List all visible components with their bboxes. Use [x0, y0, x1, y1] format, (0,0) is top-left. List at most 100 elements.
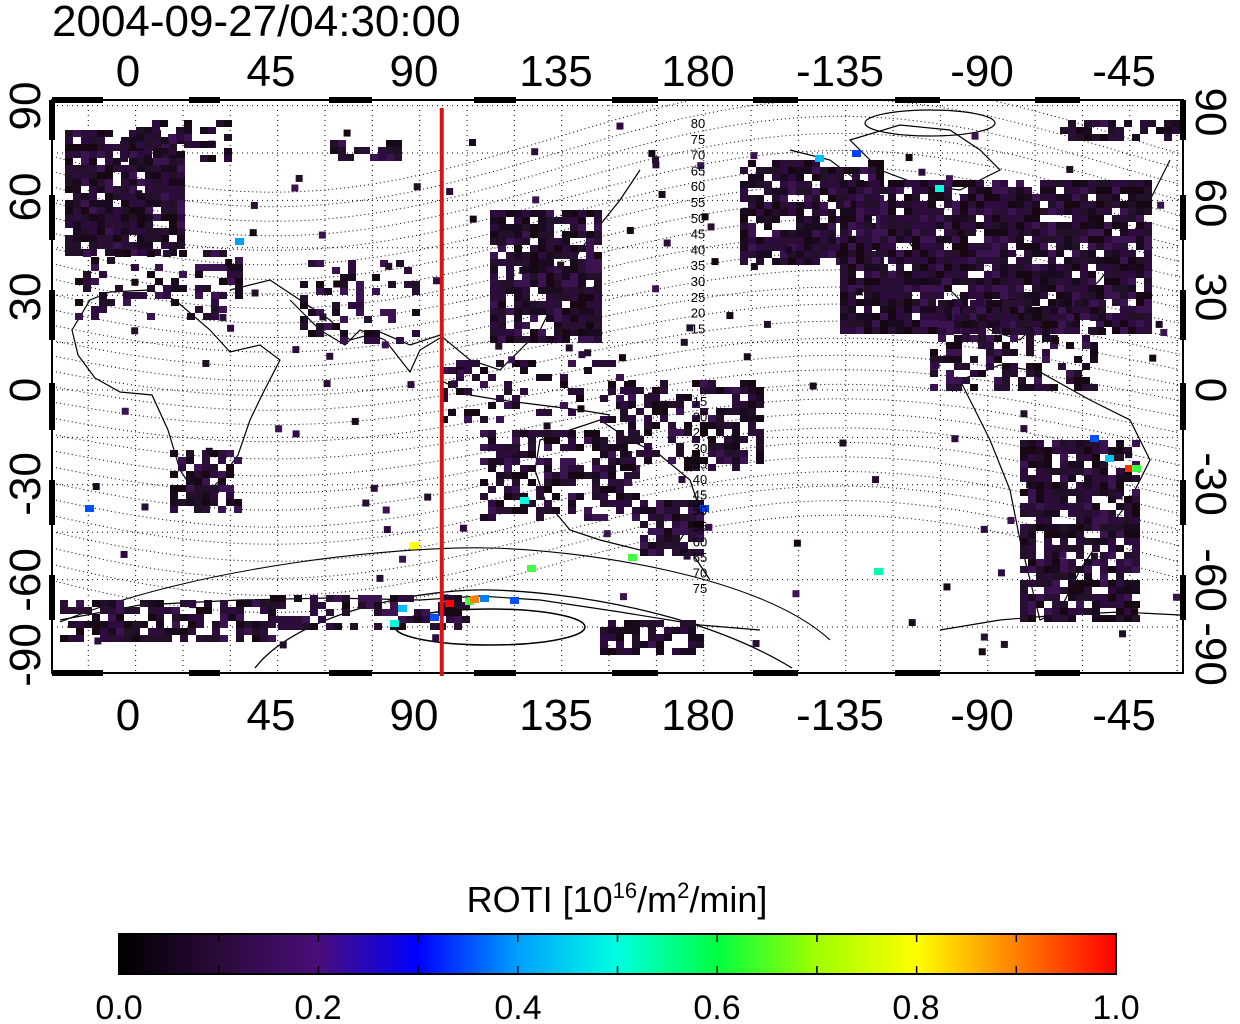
roti-cell [1068, 120, 1076, 127]
roti-cell [89, 207, 97, 214]
roti-cell [912, 278, 920, 285]
roti-cell [994, 349, 1002, 356]
roti-cell [1074, 300, 1082, 307]
roti-cell [912, 264, 920, 271]
roti-cell [904, 299, 912, 306]
top-lon-tick: 0 [116, 47, 140, 96]
roti-cell [488, 374, 496, 381]
roti-cell [785, 246, 793, 254]
roti-cell [227, 264, 235, 271]
roti-cell [970, 384, 978, 391]
roti-cell-high [527, 565, 536, 572]
roti-cell [97, 200, 105, 207]
roti-cell [692, 380, 700, 387]
roti-cell [124, 635, 132, 642]
roti-cell [73, 214, 81, 221]
roti-cell [512, 395, 520, 402]
roti-cell [644, 443, 652, 450]
roti-cell [600, 648, 608, 655]
roti-cell [1000, 640, 1008, 648]
roti-cell [260, 600, 268, 607]
roti-cell [1052, 524, 1060, 531]
roti-cell [522, 273, 530, 280]
roti-cell [1136, 194, 1144, 201]
roti-cell [153, 228, 161, 235]
roti-cell [600, 472, 608, 479]
roti-cell [554, 273, 562, 280]
roti-cell [546, 273, 554, 280]
right-lat-tick: 30 [1186, 273, 1235, 322]
roti-cell [856, 299, 864, 306]
roti-cell [92, 628, 100, 635]
roti-cell [1032, 215, 1040, 222]
roti-cell [1092, 503, 1100, 510]
roti-cell [202, 359, 210, 367]
roti-cell [354, 147, 362, 154]
roti-cell [594, 287, 602, 294]
roti-cell [390, 602, 398, 609]
roti-cell [446, 187, 454, 195]
roti-cell [748, 237, 756, 244]
roti-cell [554, 329, 562, 336]
roti-cell [1090, 552, 1098, 560]
roti-cell [772, 174, 780, 181]
roti-cell [1072, 292, 1080, 299]
roti-cell [1052, 601, 1060, 608]
roti-cell [164, 628, 172, 635]
roti-cell [186, 457, 194, 464]
roti-cell [1048, 180, 1056, 187]
roti-cell [490, 259, 498, 266]
roti-cell [788, 209, 796, 216]
roti-cell [530, 301, 538, 308]
roti-cell [976, 292, 984, 299]
roti-cell [1060, 545, 1068, 552]
contour-label-north: 50 [691, 211, 705, 226]
roti-cell [986, 314, 994, 321]
roti-cell [748, 174, 756, 181]
roti-cell [108, 614, 116, 621]
roti-cell [506, 266, 514, 273]
roti-cell [920, 215, 928, 222]
roti-cell [962, 321, 970, 328]
roti-cell [1144, 292, 1152, 299]
roti-cell [788, 160, 796, 167]
roti-cell [565, 344, 573, 352]
roti-cell [951, 435, 959, 443]
roti-cell [896, 215, 904, 222]
roti-cell [202, 464, 210, 471]
roti-cell [1076, 510, 1084, 517]
roti-cell [68, 607, 76, 614]
roti-cell [1024, 257, 1032, 264]
roti-cell [1000, 243, 1008, 250]
roti-cell [740, 258, 748, 265]
roti-cell [1124, 552, 1132, 559]
roti-cell [1020, 531, 1028, 538]
roti-cell [562, 329, 570, 336]
roti-cell [1080, 187, 1088, 194]
roti-cell [120, 148, 128, 155]
roti-cell [137, 235, 145, 242]
roti-cell [528, 430, 536, 437]
roti-cell [404, 267, 412, 274]
roti-cell [560, 479, 568, 486]
roti-cell [152, 120, 160, 127]
roti-cell [1096, 236, 1104, 243]
roti-cell [1059, 572, 1067, 580]
roti-cell [1064, 306, 1072, 313]
roti-cell [912, 187, 920, 194]
roti-cell [764, 237, 772, 244]
roti-cell [1028, 503, 1036, 510]
roti-cell [640, 549, 648, 556]
roti-cell [678, 475, 686, 483]
roti-cell [1124, 475, 1132, 482]
roti-cell [137, 200, 145, 207]
roti-cell [504, 381, 512, 388]
roti-cell [81, 151, 89, 158]
roti-cell [576, 444, 584, 451]
roti-cell [570, 224, 578, 231]
frame-tick-bar [49, 290, 55, 340]
roti-cell [504, 458, 512, 465]
roti-cell [562, 266, 570, 273]
roti-cell [1136, 320, 1144, 327]
roti-cell [129, 228, 137, 235]
